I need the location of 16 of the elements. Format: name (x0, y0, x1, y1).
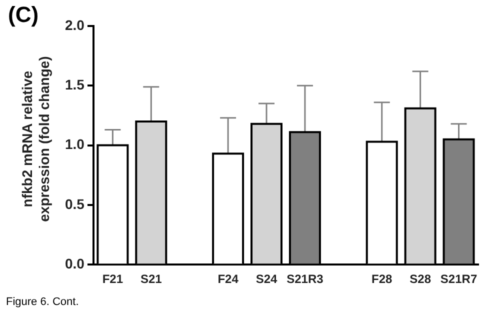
chart-title: (C) (8, 2, 39, 28)
x-tick-label: S28 (410, 272, 432, 286)
y-axis-title: nfkb2 mRNA relative expression (fold change) (19, 55, 53, 224)
x-tick-label: F21 (102, 272, 124, 286)
y-tick-label: 0.5 (64, 196, 85, 212)
y-tick-label: 0.0 (64, 255, 85, 272)
x-tick-label: S21R7 (440, 272, 478, 286)
x-tick-label: F24 (218, 272, 239, 286)
y-tick-label: 2.0 (64, 16, 85, 33)
y-tick-label: 1.0 (64, 136, 85, 152)
y-tick-label: 1.5 (64, 76, 85, 93)
caption: Figure 6. Cont. (6, 296, 79, 308)
x-tick-label: S24 (256, 272, 278, 286)
x-tick-label: F28 (372, 272, 393, 286)
x-tick-label: S21R3 (286, 272, 324, 286)
x-tick-label: S21 (140, 272, 162, 286)
